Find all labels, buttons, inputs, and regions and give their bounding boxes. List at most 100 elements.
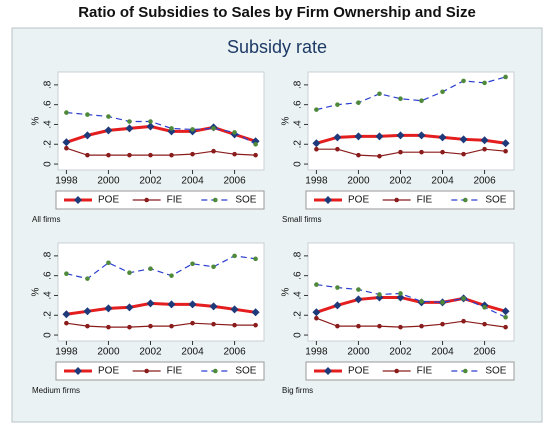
marker — [148, 323, 153, 329]
x-tick-label: 1998 — [55, 176, 78, 187]
y-tick-label: .8 — [43, 251, 54, 260]
marker — [377, 292, 382, 297]
marker — [461, 296, 466, 301]
legend-marker — [324, 196, 332, 204]
marker — [253, 322, 258, 328]
marker — [85, 112, 90, 117]
legend-label: FIE — [167, 366, 183, 377]
marker — [354, 132, 363, 141]
legend-marker — [394, 368, 399, 374]
y-tick-label: .8 — [293, 251, 304, 260]
legend-label: POE — [98, 366, 119, 377]
legend-marker — [463, 368, 468, 374]
x-tick-label: 2000 — [97, 176, 120, 187]
y-tick-label: .4 — [43, 120, 54, 129]
legend-label: POE — [98, 195, 119, 206]
legend-marker — [394, 197, 399, 203]
y-tick-label: 0 — [43, 161, 54, 167]
marker — [146, 299, 155, 308]
marker — [461, 78, 466, 84]
marker — [375, 132, 384, 141]
marker — [232, 151, 237, 157]
legend-label: FIE — [167, 195, 183, 206]
series-line — [316, 317, 506, 328]
y-tick-label: .2 — [293, 140, 304, 149]
marker — [64, 271, 69, 276]
marker — [106, 114, 111, 119]
marker — [127, 270, 132, 275]
marker — [333, 133, 342, 142]
marker — [211, 126, 216, 131]
legend-label: SOE — [235, 195, 256, 206]
y-tick-label: .2 — [293, 311, 304, 320]
marker — [335, 323, 340, 329]
series-line — [66, 322, 256, 328]
y-tick-label: .8 — [43, 80, 54, 89]
marker — [482, 305, 487, 310]
marker — [314, 315, 319, 321]
marker — [356, 152, 361, 158]
series-line — [66, 301, 256, 316]
panel-caption: All firms — [32, 215, 60, 224]
marker — [169, 152, 174, 158]
legend-marker — [74, 196, 82, 204]
marker — [440, 149, 445, 155]
y-tick-label: .6 — [293, 100, 304, 109]
y-axis-label: % — [281, 116, 292, 125]
series-line — [316, 76, 506, 111]
marker — [148, 152, 153, 158]
x-tick-label: 2000 — [347, 176, 370, 187]
marker — [232, 130, 237, 135]
legend-marker — [144, 368, 149, 374]
marker — [396, 131, 405, 140]
x-tick-label: 2002 — [139, 176, 162, 187]
marker — [398, 96, 403, 102]
legend-label: SOE — [235, 366, 256, 377]
marker — [503, 314, 508, 320]
x-tick-label: 2004 — [431, 347, 454, 358]
marker — [438, 133, 447, 142]
marker — [440, 300, 445, 305]
marker — [211, 321, 216, 327]
x-tick-label: 2004 — [181, 176, 204, 187]
marker — [104, 304, 113, 313]
marker — [377, 323, 382, 329]
marker — [148, 266, 153, 272]
marker — [503, 148, 508, 154]
marker — [127, 324, 132, 330]
marker — [64, 110, 69, 115]
marker — [377, 91, 382, 97]
series-line — [66, 147, 256, 156]
marker — [417, 131, 426, 140]
marker — [335, 146, 340, 152]
marker — [314, 282, 319, 287]
marker — [125, 303, 134, 312]
marker — [85, 152, 90, 158]
y-axis-label: % — [281, 287, 292, 296]
marker — [312, 139, 321, 148]
y-tick-label: .6 — [43, 100, 54, 109]
y-axis-label: % — [31, 287, 42, 296]
legend-label: FIE — [417, 366, 433, 377]
x-tick-label: 2006 — [223, 347, 246, 358]
marker — [85, 276, 90, 281]
marker — [251, 308, 260, 317]
marker — [398, 149, 403, 155]
panel-caption: Medium firms — [32, 386, 80, 395]
series-line — [66, 111, 256, 145]
marker — [253, 256, 258, 262]
marker — [377, 153, 382, 159]
legend-marker — [74, 367, 82, 375]
marker — [354, 295, 363, 304]
marker — [125, 124, 134, 133]
marker — [169, 273, 174, 278]
marker — [83, 307, 92, 316]
marker — [62, 310, 71, 319]
x-tick-label: 2002 — [389, 176, 412, 187]
marker — [62, 138, 71, 147]
marker — [188, 300, 197, 309]
y-tick-label: 0 — [293, 332, 304, 338]
y-tick-label: .6 — [43, 271, 54, 280]
series-line — [316, 148, 506, 157]
marker — [167, 300, 176, 309]
